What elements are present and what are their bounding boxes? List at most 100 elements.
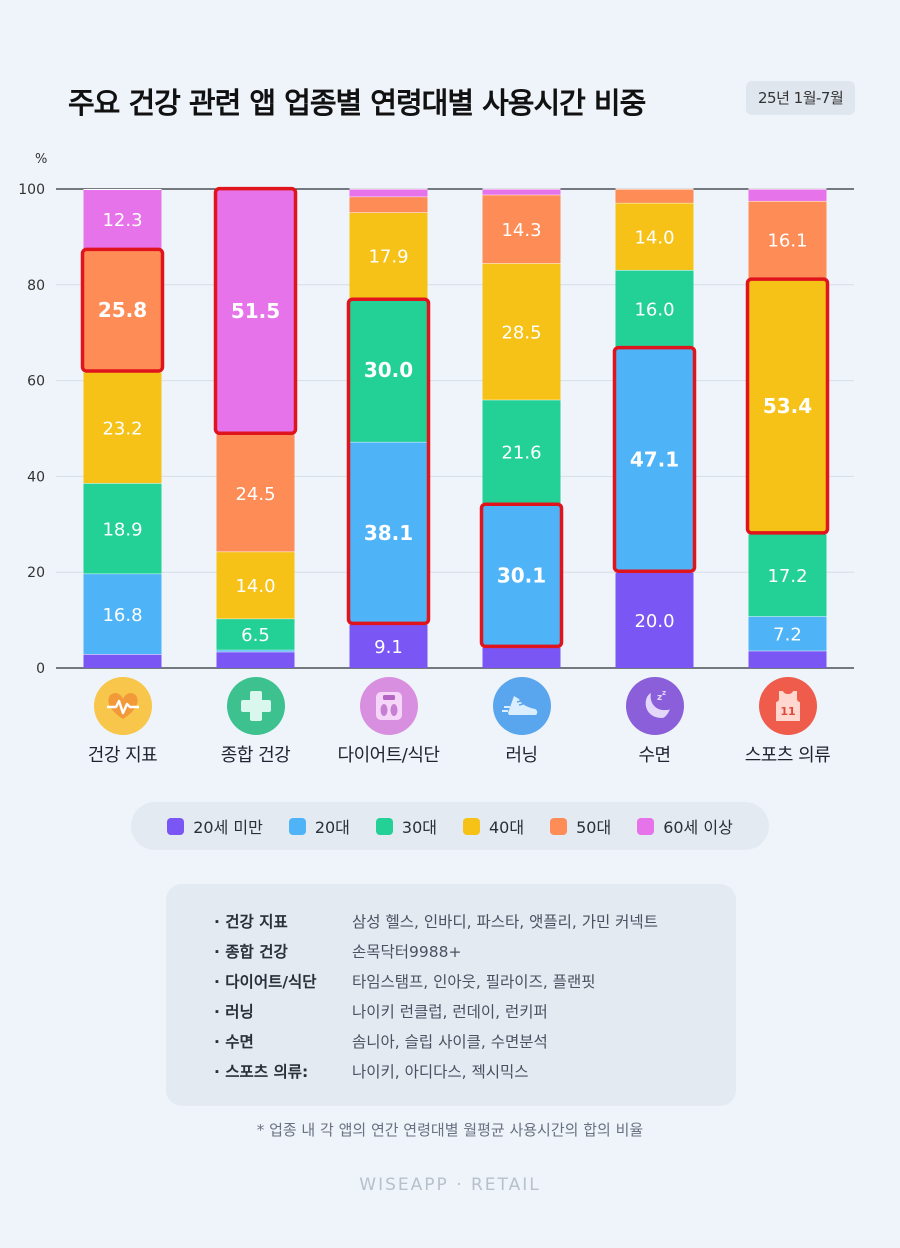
data-label: 16.1 bbox=[767, 231, 807, 252]
data-label: 30.0 bbox=[364, 358, 413, 382]
bar-segment bbox=[216, 651, 295, 668]
jersey-icon: 11 bbox=[758, 677, 817, 735]
highlight-box bbox=[80, 247, 165, 373]
footnote: * 업종 내 각 앱의 연간 연령대별 월평균 사용시간의 합의 비율 bbox=[256, 1121, 644, 1139]
legend-label-30s: 30대 bbox=[401, 818, 437, 837]
note-category: · 다이어트/식단 bbox=[214, 973, 317, 991]
bar-segment bbox=[216, 551, 295, 619]
note-category: · 수면 bbox=[214, 1033, 254, 1051]
heart-pulse-icon bbox=[93, 677, 152, 735]
data-label: 20.0 bbox=[634, 611, 674, 632]
category-label: 스포츠 의류 bbox=[744, 745, 831, 766]
bar-segment bbox=[83, 483, 162, 574]
bar-layer bbox=[83, 187, 827, 668]
scale-icon bbox=[359, 677, 418, 735]
legend-label-under20: 20세 미만 bbox=[193, 818, 263, 837]
bar-segment bbox=[83, 371, 162, 484]
app-notes-box: · 건강 지표 삼성 헬스, 인바디, 파스타, 앳플리, 가민 커넥트 · 종… bbox=[166, 884, 736, 1106]
note-category: · 러닝 bbox=[214, 1003, 254, 1021]
legend-label-40s: 40대 bbox=[489, 818, 525, 837]
bar-segment bbox=[748, 200, 827, 279]
bar-segment bbox=[83, 573, 162, 655]
data-label: 14.0 bbox=[235, 576, 275, 597]
bar-segment bbox=[349, 196, 428, 213]
note-apps: 나이키 런클럽, 런데이, 런키퍼 bbox=[352, 1003, 548, 1021]
category-label: 건강 지표 bbox=[87, 745, 158, 766]
legend-label-60plus: 60세 이상 bbox=[663, 818, 733, 837]
data-label: 17.9 bbox=[368, 246, 408, 267]
stacked-bar-chart: % 0 20 40 60 80 100 16.8 18.9 23.2 25.8 12.3 6.5 14… bbox=[18, 152, 854, 677]
legend-item-40s: 40대 bbox=[463, 814, 524, 838]
running-shoe-icon bbox=[492, 677, 551, 735]
legend-swatch-under20 bbox=[167, 817, 185, 835]
bar-segment bbox=[482, 189, 561, 195]
legend-swatch-50s bbox=[550, 817, 568, 835]
bar-segment bbox=[482, 263, 561, 400]
bar-segment bbox=[748, 189, 827, 201]
data-label: 18.9 bbox=[102, 519, 142, 540]
data-label: 25.8 bbox=[98, 298, 147, 322]
data-label: 21.6 bbox=[501, 442, 541, 463]
legend-swatch-40s bbox=[463, 817, 480, 835]
bar-segment bbox=[615, 202, 694, 270]
note-apps: 삼성 헬스, 인바디, 파스타, 앳플리, 가민 커넥트 bbox=[352, 913, 658, 931]
brand-logo-text: WISEAPP · RETAIL bbox=[359, 1175, 541, 1195]
data-label: 23.2 bbox=[102, 419, 142, 440]
bar-segment bbox=[615, 572, 694, 668]
legend-label-20s: 20대 bbox=[314, 818, 350, 837]
highlight-box bbox=[745, 277, 830, 535]
data-label: 38.1 bbox=[364, 521, 413, 545]
bar-segment bbox=[615, 269, 694, 347]
y-tick-label: 0 bbox=[36, 661, 45, 677]
data-label: 6.5 bbox=[241, 625, 270, 646]
y-tick-label: 100 bbox=[18, 182, 45, 198]
legend-item-50s: 50대 bbox=[550, 814, 611, 838]
svg-text:11: 11 bbox=[780, 705, 795, 718]
legend-swatch-60plus bbox=[637, 817, 655, 835]
bar-segment bbox=[615, 346, 694, 573]
highlight-box bbox=[213, 186, 298, 435]
bar-segment bbox=[615, 189, 694, 203]
data-label: 9.1 bbox=[374, 637, 403, 658]
data-label: 53.4 bbox=[763, 394, 812, 418]
note-category: · 스포츠 의류: bbox=[214, 1063, 309, 1081]
bar-segment bbox=[216, 434, 295, 552]
bar-segment bbox=[748, 278, 827, 534]
data-label: 24.5 bbox=[235, 484, 275, 505]
bar-segment bbox=[83, 189, 162, 249]
y-tick-label: 80 bbox=[27, 278, 45, 294]
category-label: 수면 bbox=[638, 745, 671, 766]
y-tick-label: 60 bbox=[27, 374, 45, 390]
category-label: 종합 건강 bbox=[220, 745, 291, 766]
bar-segment bbox=[216, 187, 295, 435]
grid-layer: 0 20 40 60 80 100 bbox=[18, 182, 854, 677]
y-tick-label: 20 bbox=[27, 565, 45, 581]
data-label: 47.1 bbox=[630, 447, 679, 471]
data-label: 28.5 bbox=[501, 323, 541, 344]
highlight-layer bbox=[80, 186, 830, 649]
bar-segment bbox=[748, 533, 827, 617]
data-label: 14.0 bbox=[634, 227, 674, 248]
legend-item-30s: 30대 bbox=[375, 814, 437, 838]
legend-item-under20: 20세 미만 bbox=[167, 814, 263, 838]
note-category: · 건강 지표 bbox=[214, 913, 288, 931]
bar-segment bbox=[349, 298, 428, 442]
svg-text:z: z bbox=[662, 689, 666, 697]
category-label: 다이어트/식단 bbox=[337, 745, 440, 766]
data-label: 17.2 bbox=[767, 566, 807, 587]
y-tick-label: 40 bbox=[27, 469, 45, 485]
bar-segment bbox=[216, 649, 295, 652]
highlight-box bbox=[479, 502, 564, 649]
svg-text:z: z bbox=[657, 693, 662, 703]
legend-item-20s: 20대 bbox=[288, 814, 350, 838]
note-apps: 솜니아, 슬립 사이클, 수면분석 bbox=[352, 1033, 548, 1051]
legend-swatch-30s bbox=[375, 817, 393, 835]
bar-segment bbox=[748, 616, 827, 651]
bar-segment bbox=[482, 194, 561, 264]
bar-segment bbox=[216, 618, 295, 650]
bar-segment bbox=[349, 624, 428, 668]
legend: 20세 미만 20대 30대 40대 50대 60세 이상 bbox=[131, 802, 769, 850]
category-label: 러닝 bbox=[505, 745, 538, 766]
data-label: 30.1 bbox=[497, 563, 546, 587]
